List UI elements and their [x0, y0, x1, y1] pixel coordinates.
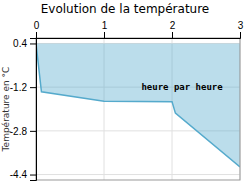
x-tick-mark: [240, 32, 241, 38]
y-tick-mark: [30, 131, 36, 132]
y-tick: -4.4: [10, 169, 36, 180]
y-grid-line: [36, 174, 240, 175]
x-tick-mark: [104, 32, 105, 38]
line: [36, 43, 240, 166]
y-tick-label: -4.4: [10, 169, 28, 180]
y-tick-mark: [30, 43, 36, 44]
y-tick: -2.8: [10, 126, 36, 137]
x-tick: 0: [34, 20, 40, 38]
y-axis: 0.4 -1.2 -2.8 -4.4: [10, 38, 37, 180]
annotation: heure par heure: [141, 82, 223, 92]
grid: [36, 38, 240, 180]
x-tick-label: 1: [102, 20, 108, 31]
plot: 0 1 2 3 0.4 -1.2 -2.8 -4.4 heure par heure: [10, 20, 244, 181]
plot-frame: [36, 38, 240, 180]
y-axis-line: [30, 39, 37, 181]
x-tick: 3: [238, 20, 244, 38]
y-tick-label: -1.2: [10, 82, 28, 93]
x-axis: 0 1 2 3: [34, 20, 244, 39]
y-tick-mark: [30, 87, 36, 88]
x-tick-label: 2: [170, 20, 176, 31]
x-tick-label: 0: [34, 20, 40, 31]
marks: [36, 43, 240, 166]
x-axis-line: [37, 32, 241, 39]
y-axis-title: Température en °C: [1, 67, 11, 153]
x-tick-label: 3: [238, 20, 244, 31]
y-tick: -1.2: [10, 82, 36, 93]
y-tick-label: -2.8: [10, 126, 28, 137]
x-tick: 1: [102, 20, 108, 38]
x-tick-mark: [172, 32, 173, 38]
chart: 0 1 2 3 0.4 -1.2 -2.8 -4.4 heure par heure Tempér…: [0, 0, 250, 188]
area: [36, 43, 240, 166]
x-tick-mark: [36, 32, 37, 38]
y-tick-mark: [30, 175, 36, 176]
y-tick: 0.4: [13, 38, 36, 49]
title: Evolution de la température: [41, 2, 210, 16]
x-tick: 2: [170, 20, 176, 38]
y-tick-label: 0.4: [13, 38, 27, 49]
